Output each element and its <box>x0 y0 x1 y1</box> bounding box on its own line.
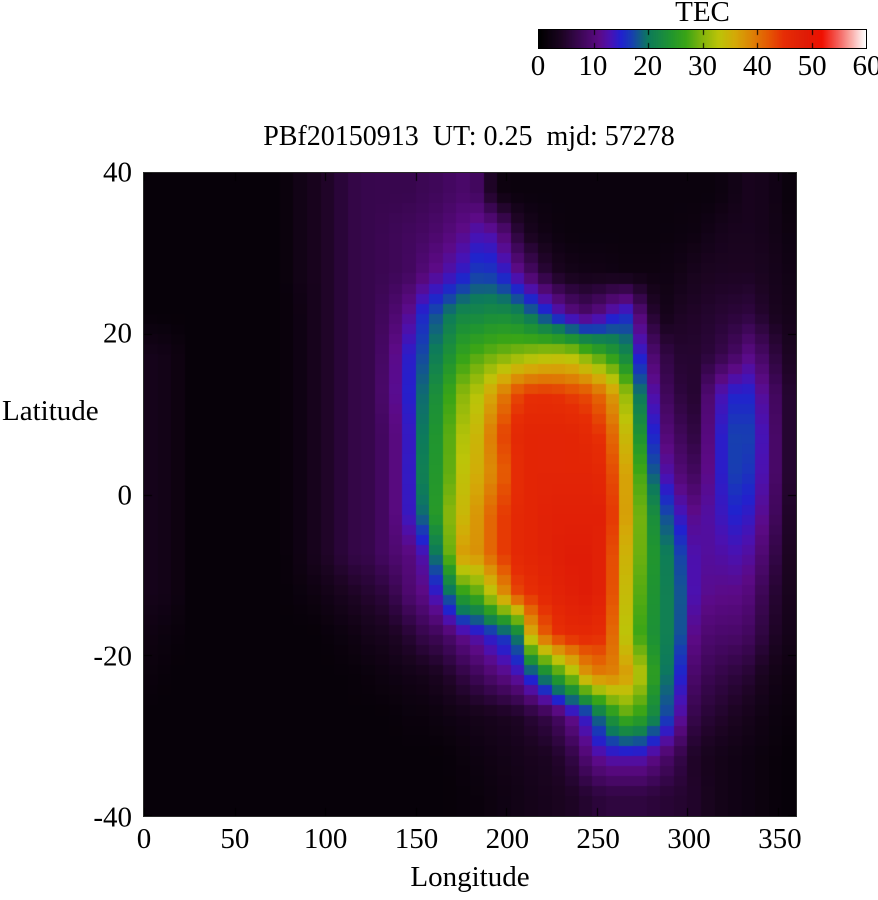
x-tick-labels: 0 50 100 150 200 250 300 350 <box>137 823 802 859</box>
y-tick-label: -40 <box>93 801 132 834</box>
y-tick-label: 0 <box>117 479 133 511</box>
x-tick-label: 200 <box>485 823 530 855</box>
y-tick-label: 40 <box>103 156 132 189</box>
colorbar-tick-label: 60 <box>852 50 878 82</box>
x-axis-label: Longitude <box>410 861 530 893</box>
y-tick-label: -20 <box>93 640 132 673</box>
y-axis-label: Latitude <box>2 395 99 427</box>
x-tick-label: 350 <box>758 823 802 855</box>
plot-title: PBf20150913 UT: 0.25 mjd: 57278 <box>263 121 675 152</box>
x-tick-label: 100 <box>303 823 348 855</box>
x-tick-label: 250 <box>576 823 620 855</box>
x-tick-label: 50 <box>220 823 250 855</box>
colorbar-tick-label: 20 <box>633 50 663 82</box>
colorbar-tick-label: 50 <box>797 50 827 82</box>
colorbar-tick-label: 40 <box>742 50 772 82</box>
colorbar-tick-label: 10 <box>578 50 608 82</box>
x-tick-label: 150 <box>394 823 439 855</box>
colorbar-tick-labels: 0 10 20 30 40 50 60 <box>531 50 878 86</box>
colorbar-tick-label: 30 <box>688 50 717 82</box>
y-tick-labels: 40 20 0 -20 -40 <box>0 157 133 834</box>
colorbar-gradient <box>538 29 867 49</box>
colorbar-title: TEC <box>675 0 730 28</box>
x-tick-label: 0 <box>136 823 152 855</box>
heatmap-canvas <box>143 172 797 817</box>
colorbar-tick-label: 0 <box>530 50 546 82</box>
x-tick-label: 300 <box>667 823 711 855</box>
y-tick-label: 20 <box>103 317 132 350</box>
